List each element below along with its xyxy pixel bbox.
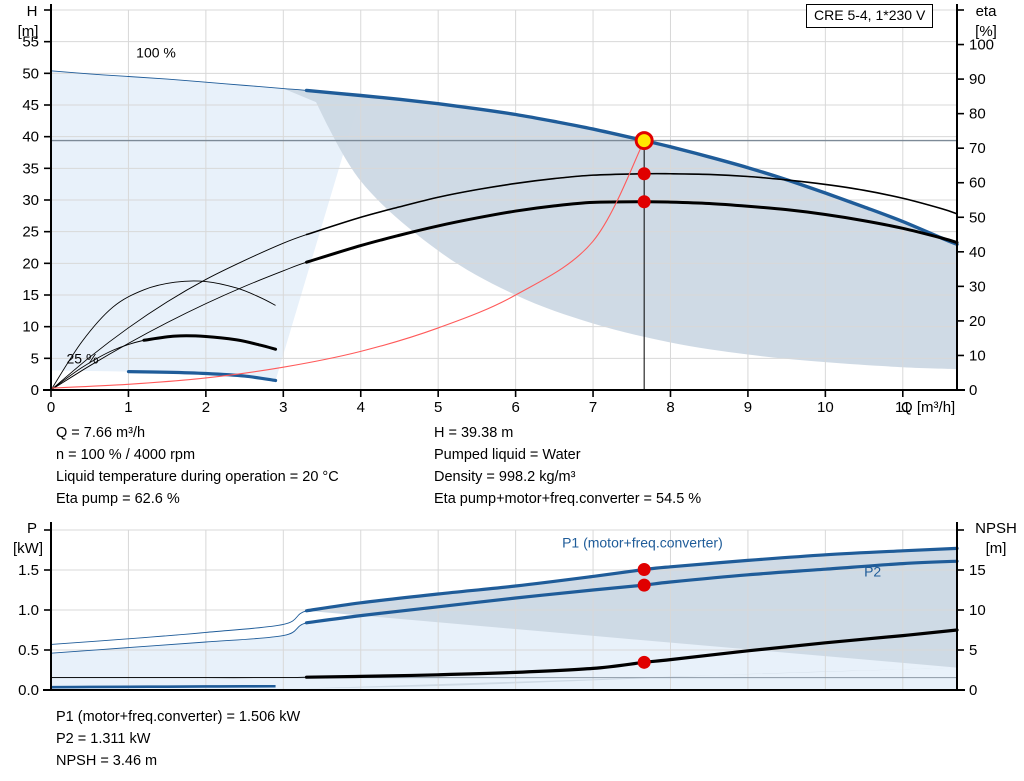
h-axis-tick: 10	[22, 319, 39, 336]
q-axis-tick: 2	[202, 399, 210, 415]
q-axis-tick: 6	[511, 399, 519, 415]
head-efficiency-chart: 0510152025303540455055010203040506070809…	[18, 3, 998, 415]
h-axis-tick: 0	[31, 382, 39, 399]
eta-axis-unit: [%]	[975, 23, 997, 40]
q-axis-tick: 9	[744, 399, 752, 415]
p-axis-tick: 0.0	[18, 682, 39, 699]
npsh-axis-tick: 0	[969, 682, 977, 699]
npsh-axis-tick: 15	[969, 562, 986, 579]
info-eta-pump: Eta pump = 62.6 %	[56, 491, 180, 507]
info-liquid-temp: Liquid temperature during operation = 20…	[56, 469, 339, 485]
q-axis-tick: 0	[47, 399, 55, 415]
q-axis-tick: 11	[895, 399, 911, 415]
operating-info-left: Q = 7.66 m³/h n = 100 % / 4000 rpm Liqui…	[56, 422, 339, 510]
eta-axis-tick: 60	[969, 175, 986, 192]
npsh-axis-tick: 10	[969, 602, 986, 619]
npsh-axis-tick: 5	[969, 642, 977, 659]
eta-axis-tick: 80	[969, 106, 986, 123]
info-p2: P2 = 1.311 kW	[56, 731, 151, 747]
eta-axis-tick: 100	[969, 37, 994, 54]
q-axis-tick: 8	[666, 399, 674, 415]
h-axis-tick: 30	[22, 192, 39, 209]
duty-point-marker	[634, 131, 654, 151]
q-axis-tick: 4	[357, 399, 365, 415]
p-axis-tick: 1.5	[18, 562, 39, 579]
eta-axis-tick: 0	[969, 382, 977, 399]
q-axis-tick: 7	[589, 399, 597, 415]
h-axis-tick: 50	[22, 65, 39, 82]
eta-axis-tick: 40	[969, 244, 986, 261]
info-h: H = 39.38 m	[434, 425, 514, 441]
operating-info-right: H = 39.38 m Pumped liquid = Water Densit…	[434, 422, 701, 510]
power-series-label-0: P1 (motor+freq.converter)	[562, 535, 723, 551]
q-axis-tick: 5	[434, 399, 442, 415]
q-axis-tick: 3	[279, 399, 287, 415]
q-axis-title: Q [m³/h]	[901, 399, 955, 415]
pump-model-badge: CRE 5-4, 1*230 V	[806, 4, 934, 28]
h-axis-tick: 25	[22, 224, 39, 241]
eta-axis-tick: 70	[969, 140, 986, 157]
npsh-axis-unit: [m]	[986, 540, 1007, 557]
eta-axis-tick: 20	[969, 313, 986, 330]
q-axis-tick: 10	[817, 399, 834, 415]
eta-axis-tick: 50	[969, 209, 986, 226]
power-info: P1 (motor+freq.converter) = 1.506 kW P2 …	[56, 706, 300, 772]
info-q: Q = 7.66 m³/h	[56, 425, 146, 441]
power-npsh-chart: 0.0 0.5 1.0 1.5 0 5 10 15 P [kW] NPSH [m] P1 (motor+…	[13, 520, 1017, 699]
h-axis-tick: 45	[22, 97, 39, 114]
h-axis-tick: 5	[31, 350, 39, 367]
power-series-label-1: P2	[864, 563, 881, 579]
info-npsh: NPSH = 3.46 m	[56, 753, 158, 769]
eta-axis-tick: 90	[969, 71, 986, 88]
speed-label-1: 25 %	[66, 350, 98, 366]
eta-axis-title: eta	[976, 3, 998, 20]
h-axis-tick: 15	[22, 287, 39, 304]
info-p1: P1 (motor+freq.converter) = 1.506 kW	[56, 709, 301, 725]
info-pumped-liquid: Pumped liquid = Water	[434, 447, 581, 463]
p-axis-tick: 0.5	[18, 642, 39, 659]
h-axis-tick: 35	[22, 160, 39, 177]
h-axis-tick: 20	[22, 255, 39, 272]
h-axis-tick: 40	[22, 129, 39, 146]
h-axis-unit: [m]	[18, 23, 39, 40]
p-axis-title: P	[27, 520, 37, 537]
p-axis-unit: [kW]	[13, 540, 43, 557]
info-eta-total: Eta pump+motor+freq.converter = 54.5 %	[434, 491, 702, 507]
info-density: Density = 998.2 kg/m³	[434, 469, 576, 485]
info-n: n = 100 % / 4000 rpm	[56, 447, 196, 463]
npsh-axis-title: NPSH	[975, 520, 1017, 537]
speed-label-0: 100 %	[136, 45, 176, 61]
q-axis-tick: 1	[124, 399, 132, 415]
h-axis-tick: 55	[22, 34, 39, 51]
p-axis-tick: 1.0	[18, 602, 39, 619]
eta-axis-tick: 10	[969, 347, 986, 364]
eta-axis-tick: 30	[969, 278, 986, 295]
h-axis-title: H	[27, 3, 38, 20]
